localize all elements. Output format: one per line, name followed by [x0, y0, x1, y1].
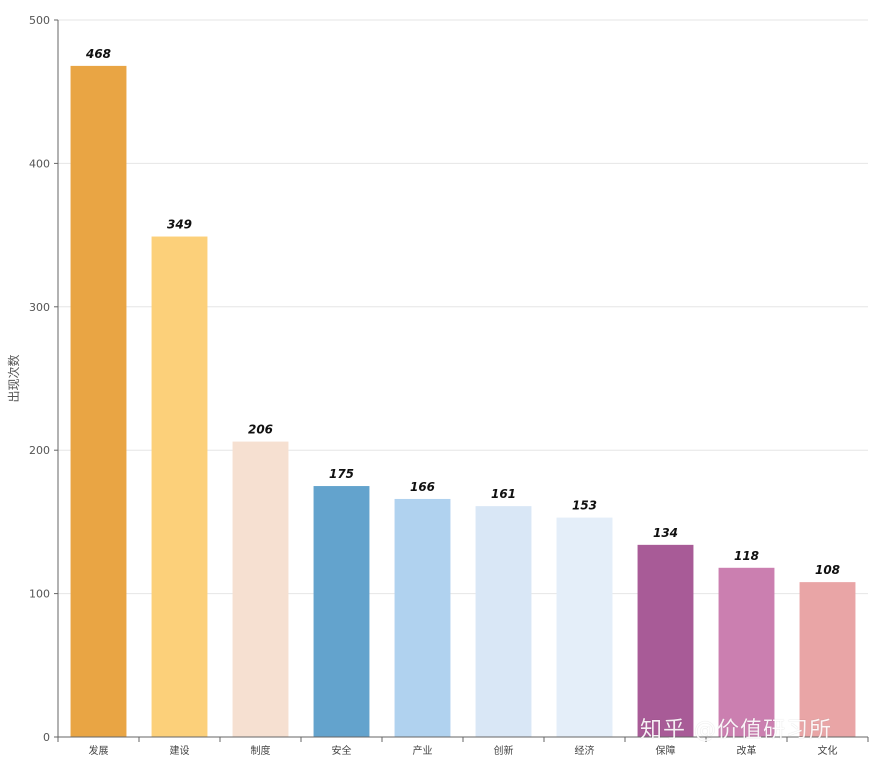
x-tick-label: 文化 — [818, 744, 838, 757]
y-tick-label: 0 — [43, 731, 50, 744]
bar-保障 — [637, 544, 694, 737]
data-label: 108 — [815, 563, 840, 577]
y-tick-label: 200 — [29, 444, 50, 457]
x-tick-labels: 发展 建设 制度 安全 产业 创新 经济 保障 改革 文化 — [57, 737, 869, 757]
data-label: 153 — [572, 499, 597, 513]
data-label: 134 — [653, 526, 678, 540]
y-tick-labels: 0 100 200 300 400 500 — [29, 14, 58, 744]
bar-建设 — [151, 236, 208, 737]
bar-产业 — [394, 498, 451, 737]
x-tick-label: 创新 — [494, 744, 514, 757]
bar-文化 — [799, 582, 856, 737]
data-label: 161 — [491, 487, 516, 501]
data-label: 118 — [734, 549, 759, 563]
x-tick-label: 改革 — [737, 744, 757, 757]
y-tick-label: 300 — [29, 301, 50, 314]
x-tick-label: 建设 — [170, 744, 190, 757]
y-tick-label: 400 — [29, 157, 50, 170]
data-label: 166 — [410, 480, 435, 494]
bar-制度 — [232, 441, 289, 737]
x-tick-label: 经济 — [575, 744, 595, 757]
x-tick-label: 保障 — [656, 744, 676, 757]
x-tick-label: 发展 — [89, 744, 109, 757]
x-tick-label: 制度 — [251, 744, 271, 757]
data-label: 175 — [329, 467, 354, 481]
data-label: 468 — [85, 47, 111, 61]
y-tick-label: 500 — [29, 14, 50, 27]
x-tick-label: 安全 — [332, 744, 352, 757]
y-tick-label: 100 — [29, 588, 50, 601]
data-label: 206 — [248, 423, 273, 437]
bars — [70, 65, 856, 737]
data-labels: 468 349 206 175 166 161 153 134 118 108 — [85, 47, 840, 577]
bar-改革 — [718, 567, 775, 737]
y-axis-title: 出现次数 — [6, 354, 21, 402]
bar-发展 — [70, 65, 127, 737]
bar-安全 — [313, 486, 370, 737]
bar-经济 — [556, 517, 613, 737]
x-tick-label: 产业 — [413, 744, 433, 757]
data-label: 349 — [167, 218, 192, 232]
bar-创新 — [475, 506, 532, 737]
